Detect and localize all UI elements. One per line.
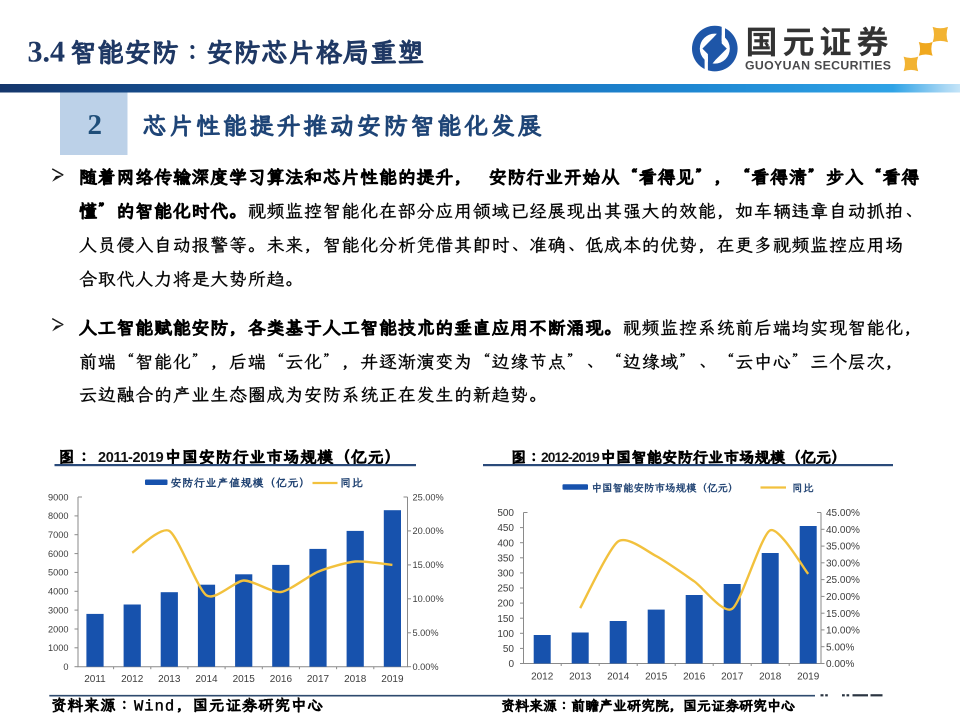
svg-text:250: 250	[497, 584, 514, 595]
svg-text:15.00%: 15.00%	[826, 609, 860, 620]
svg-text:0: 0	[63, 662, 68, 672]
svg-text:2012: 2012	[121, 674, 144, 685]
svg-text:2018: 2018	[759, 672, 782, 683]
svg-text:2016: 2016	[683, 672, 706, 683]
svg-text:2019: 2019	[797, 672, 820, 683]
svg-text:5.00%: 5.00%	[826, 642, 854, 653]
svg-text:0: 0	[508, 659, 514, 670]
svg-text:20.00%: 20.00%	[413, 526, 444, 536]
svg-text:3000: 3000	[48, 605, 68, 615]
svg-text:25.00%: 25.00%	[413, 492, 444, 502]
svg-text:2: 2	[88, 109, 103, 141]
svg-text:5000: 5000	[48, 568, 68, 578]
svg-text:20.00%: 20.00%	[826, 592, 860, 603]
svg-text:6000: 6000	[48, 549, 68, 559]
svg-text:GUOYUAN SECURITIES: GUOYUAN SECURITIES	[745, 59, 891, 73]
svg-text:2012-2019: 2012-2019	[541, 450, 600, 465]
svg-text:2014: 2014	[607, 672, 630, 683]
svg-text:450: 450	[497, 523, 514, 534]
svg-text:8000: 8000	[48, 511, 68, 521]
svg-text:2016: 2016	[270, 674, 293, 685]
svg-text:0.00%: 0.00%	[826, 659, 854, 670]
svg-text:2019: 2019	[381, 674, 404, 685]
svg-text:5.00%: 5.00%	[413, 628, 439, 638]
svg-text:2000: 2000	[48, 624, 68, 634]
svg-text:300: 300	[497, 569, 514, 580]
svg-text:2011: 2011	[84, 674, 106, 685]
svg-text:100: 100	[497, 629, 514, 640]
svg-text:2015: 2015	[233, 674, 256, 685]
svg-text:50: 50	[503, 644, 515, 655]
svg-text:2014: 2014	[195, 674, 218, 685]
svg-text:40.00%: 40.00%	[826, 525, 860, 536]
svg-text:45.00%: 45.00%	[826, 508, 860, 519]
svg-text:10.00%: 10.00%	[826, 626, 860, 637]
svg-text:2013: 2013	[569, 672, 592, 683]
svg-text:15.00%: 15.00%	[413, 560, 444, 570]
svg-text:4000: 4000	[48, 587, 68, 597]
svg-text:2018: 2018	[344, 674, 367, 685]
svg-text:200: 200	[497, 599, 514, 610]
svg-text:25.00%: 25.00%	[826, 575, 860, 586]
svg-text:150: 150	[497, 614, 514, 625]
svg-text:2011-2019: 2011-2019	[98, 450, 164, 466]
svg-text:500: 500	[497, 508, 514, 519]
svg-text:7000: 7000	[48, 530, 68, 540]
svg-text:400: 400	[497, 538, 514, 549]
svg-text:2017: 2017	[721, 672, 744, 683]
svg-text:0.00%: 0.00%	[413, 662, 439, 672]
svg-text:2013: 2013	[158, 674, 181, 685]
svg-text:30.00%: 30.00%	[826, 558, 860, 569]
svg-text:2012: 2012	[531, 672, 554, 683]
svg-text:10.00%: 10.00%	[413, 594, 444, 604]
svg-text:35.00%: 35.00%	[826, 542, 860, 553]
svg-text:2015: 2015	[645, 672, 668, 683]
svg-text:9000: 9000	[48, 492, 68, 502]
svg-text:350: 350	[497, 553, 514, 564]
svg-text:1000: 1000	[48, 643, 68, 653]
svg-text:2017: 2017	[307, 674, 330, 685]
